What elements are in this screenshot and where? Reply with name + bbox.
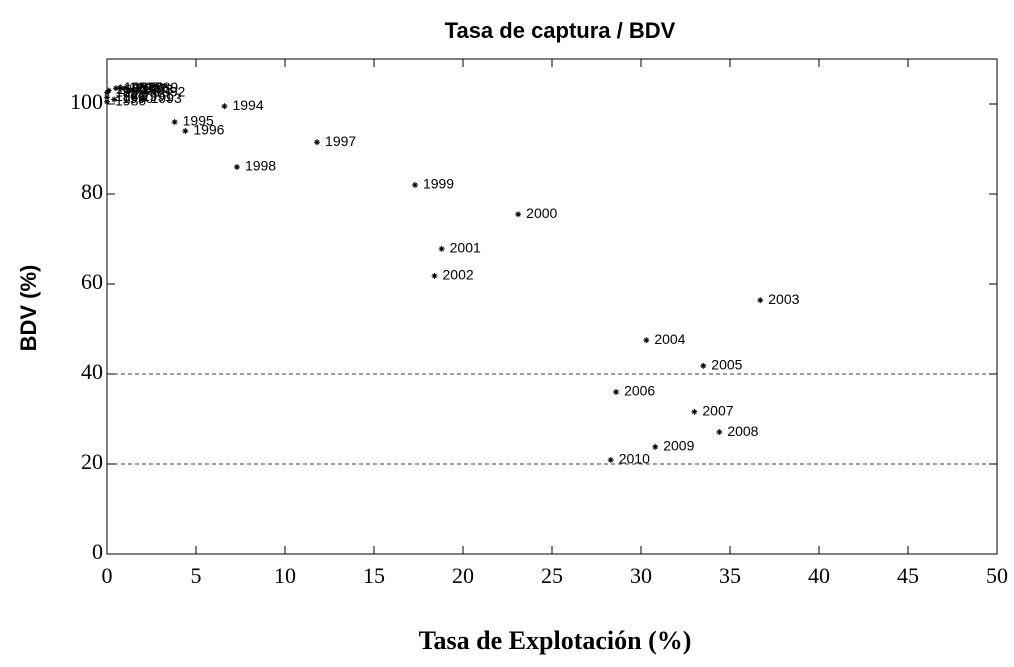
point-label: 2005 bbox=[711, 357, 742, 373]
point-label: 1995 bbox=[183, 113, 214, 129]
x-tick-label: 5 bbox=[191, 563, 202, 588]
x-tick-label: 15 bbox=[363, 563, 385, 588]
point bbox=[652, 443, 659, 450]
point bbox=[104, 94, 110, 101]
point bbox=[139, 96, 146, 103]
point-label: 2009 bbox=[663, 438, 694, 454]
point-label: 1999 bbox=[423, 176, 454, 192]
point-label: 1986 bbox=[133, 79, 164, 95]
point bbox=[613, 389, 620, 395]
y-tick-label: 0 bbox=[92, 539, 103, 564]
point bbox=[314, 139, 321, 146]
point-label: 2002 bbox=[443, 267, 474, 283]
x-axis-label: Tasa de Explotación (%) bbox=[419, 626, 692, 655]
point bbox=[515, 211, 522, 218]
point bbox=[143, 89, 150, 96]
point bbox=[136, 85, 143, 92]
x-tick-label: 25 bbox=[541, 563, 563, 588]
point-label: 1980 bbox=[115, 92, 146, 108]
y-tick-label: 80 bbox=[81, 179, 103, 204]
y-tick-label: 40 bbox=[81, 359, 103, 384]
point bbox=[643, 337, 650, 344]
point bbox=[130, 87, 137, 94]
point bbox=[182, 128, 189, 134]
y-tick-label: 100 bbox=[70, 89, 103, 114]
point bbox=[112, 85, 119, 92]
point-label: 1996 bbox=[193, 122, 224, 138]
x-tick-label: 50 bbox=[986, 563, 1008, 588]
x-tick-label: 35 bbox=[719, 563, 741, 588]
point-label: 2010 bbox=[619, 451, 650, 467]
x-tick-label: 40 bbox=[808, 563, 830, 588]
point bbox=[105, 87, 112, 94]
point bbox=[125, 86, 132, 93]
point-label: 2003 bbox=[768, 291, 799, 307]
point bbox=[171, 119, 178, 125]
point bbox=[121, 85, 128, 92]
point bbox=[431, 272, 438, 279]
point-label: 1993 bbox=[151, 90, 182, 106]
point-label: 2006 bbox=[624, 383, 655, 399]
point-label: 1991 bbox=[142, 88, 173, 104]
point-label: 1992 bbox=[154, 83, 185, 99]
point-label: 1997 bbox=[325, 133, 356, 149]
point bbox=[104, 98, 110, 105]
x-tick-label: 0 bbox=[102, 563, 113, 588]
point-label: 2008 bbox=[727, 423, 758, 439]
point-label: 2004 bbox=[654, 331, 685, 347]
x-tick-label: 10 bbox=[274, 563, 296, 588]
point-label: 2001 bbox=[450, 240, 481, 256]
x-tick-label: 30 bbox=[630, 563, 652, 588]
point-label: 1994 bbox=[232, 97, 263, 113]
point bbox=[438, 245, 445, 252]
point bbox=[104, 89, 110, 96]
point-label: 1985 bbox=[129, 79, 160, 95]
y-tick-label: 60 bbox=[81, 269, 103, 294]
point-label: 2000 bbox=[526, 205, 557, 221]
point bbox=[130, 94, 137, 101]
point bbox=[411, 182, 418, 188]
x-tick-label: 20 bbox=[452, 563, 474, 588]
point-label: 1990 bbox=[122, 90, 153, 106]
plot-frame bbox=[106, 58, 998, 555]
point bbox=[221, 103, 228, 110]
point bbox=[607, 456, 614, 463]
y-axis-label: BDV (%) bbox=[16, 265, 41, 352]
chart-title: Tasa de captura / BDV bbox=[445, 18, 676, 43]
y-tick-label: 20 bbox=[81, 449, 103, 474]
x-tick-label: 45 bbox=[897, 563, 919, 588]
point bbox=[757, 297, 764, 304]
point bbox=[111, 96, 118, 103]
point-label: 1981 bbox=[115, 88, 146, 104]
point-label: 1988 bbox=[142, 81, 173, 97]
point bbox=[233, 164, 240, 170]
point-label: 2007 bbox=[702, 403, 733, 419]
point bbox=[700, 362, 707, 369]
point bbox=[118, 85, 125, 92]
point bbox=[691, 408, 698, 415]
point-label: 1998 bbox=[245, 158, 276, 174]
point-label: 1989 bbox=[147, 79, 178, 95]
point bbox=[716, 429, 723, 436]
